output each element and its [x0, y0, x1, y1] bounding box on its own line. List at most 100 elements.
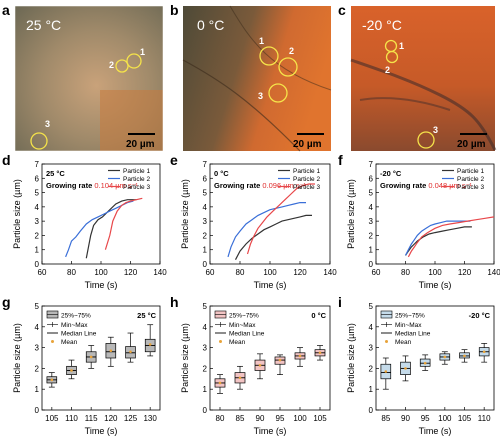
panel-b-temp: 0 °C — [197, 17, 224, 33]
x-tick-label: 105 — [313, 414, 327, 423]
x-tick-label: 80 — [216, 414, 225, 423]
box-110 — [66, 359, 77, 380]
marker-circle-2 — [385, 50, 399, 64]
x-tick-label: 120 — [104, 414, 118, 423]
y-tick-label: 4 — [203, 323, 208, 332]
box-115 — [85, 345, 97, 369]
x-tick-label: 100 — [263, 268, 277, 277]
y-tick-label: 2 — [35, 231, 40, 240]
box-85 — [234, 365, 246, 390]
y-axis-label: Particle size (µm) — [12, 323, 22, 393]
micrograph-c: -20 °C 1 2 3 20 µm — [350, 6, 497, 151]
y-tick-label: 0 — [369, 406, 374, 415]
y-tick-label: 0 — [35, 406, 40, 415]
panel-c-temp: -20 °C — [362, 17, 402, 33]
x-tick-label: 100 — [438, 414, 452, 423]
legend-label-3: Particle 3 — [123, 184, 150, 191]
y-tick-label: 5 — [203, 302, 208, 311]
y-tick-label: 2 — [35, 364, 40, 373]
series-line-1 — [234, 214, 312, 260]
legend-label-mean: Mean — [395, 339, 412, 346]
chart-f: 0 1 2 3 4 5 6 7 Time (s) Particle size (µm) 60 80 10… — [346, 160, 500, 290]
temp-annotation: -20 °C — [469, 311, 491, 320]
legend-label-2: Particle 2 — [457, 176, 484, 183]
scale-bar-label: 20 µm — [126, 139, 155, 150]
mean-point — [443, 355, 447, 359]
y-tick-label: 1 — [203, 385, 208, 394]
x-axis-label: Time (s) — [254, 280, 287, 290]
panel-letter-f: f — [338, 152, 343, 168]
series-line-3 — [104, 197, 143, 250]
x-tick-label: 80 — [67, 268, 76, 277]
y-tick-label: 3 — [369, 344, 374, 353]
legend-label-median: Median Line — [61, 331, 97, 338]
y-tick-label: 6 — [369, 174, 374, 183]
marker-circle-1 — [259, 46, 279, 66]
y-tick-label: 5 — [35, 189, 40, 198]
legend-mean-swatch — [51, 340, 54, 343]
marker-circle-1 — [126, 53, 142, 69]
legend-label-1: Particle 1 — [293, 168, 320, 175]
marker-label-1: 1 — [259, 36, 264, 46]
box-130 — [144, 324, 156, 357]
legend-label-3: Particle 3 — [293, 184, 320, 191]
panel-a-temp: 25 °C — [26, 17, 61, 33]
y-tick-label: 7 — [35, 160, 40, 169]
growing-rate-value: 0.048 µm s⁻¹ — [428, 181, 472, 190]
legend-mean-swatch — [219, 340, 222, 343]
marker-circle-2 — [278, 57, 298, 77]
x-tick-label: 80 — [401, 268, 410, 277]
scale-bar-label: 20 µm — [457, 139, 486, 150]
panel-letter-d: d — [2, 152, 11, 168]
marker-label-1: 1 — [399, 41, 404, 51]
panel-letter-a: a — [2, 2, 10, 18]
growing-rate-label: Growing rate — [214, 181, 262, 190]
x-tick-label: 60 — [372, 268, 381, 277]
series-line-1 — [85, 199, 137, 259]
x-tick-label: 100 — [428, 268, 442, 277]
x-axis-label: Time (s) — [419, 280, 452, 290]
y-tick-label: 2 — [369, 364, 374, 373]
y-tick-label: 0 — [369, 260, 374, 269]
series-line-3 — [407, 216, 495, 258]
x-tick-label: 95 — [276, 414, 285, 423]
series-line-2 — [404, 220, 471, 256]
x-tick-label: 120 — [293, 268, 307, 277]
temp-annotation: 0 °C — [214, 169, 229, 178]
x-tick-label: 140 — [153, 268, 167, 277]
x-tick-label: 130 — [143, 414, 157, 423]
legend-label-minmax: Min~Max — [61, 322, 88, 329]
chart-e: 0 1 2 3 4 5 6 7 Time (s) Particle size (µm) 60 80 10… — [180, 160, 337, 290]
x-axis-label: Time (s) — [419, 426, 452, 436]
y-axis-label: Particle size (µm) — [346, 323, 356, 393]
series-line-2 — [227, 202, 306, 258]
box-90 — [400, 355, 411, 382]
x-tick-label: 140 — [487, 268, 500, 277]
x-tick-label: 140 — [323, 268, 337, 277]
marker-label-3: 3 — [258, 91, 263, 101]
box-105 — [314, 345, 326, 361]
x-tick-label: 85 — [381, 414, 390, 423]
y-tick-label: 5 — [203, 189, 208, 198]
chart-g: 0 1 2 3 4 5 Time (s) Particle size (µm) 105 110 11… — [12, 302, 161, 436]
box-80 — [214, 374, 226, 394]
legend-label-iqr: 25%~75% — [395, 313, 425, 320]
plot-frame — [209, 305, 331, 411]
growing-rate-label: Growing rate — [380, 181, 428, 190]
marker-label-2: 2 — [385, 65, 390, 75]
panel-letter-g: g — [2, 294, 11, 310]
y-axis-label: Particle size (µm) — [180, 323, 190, 393]
y-tick-label: 1 — [35, 385, 40, 394]
micrograph-a: 25 °C 1 2 3 20 µm — [14, 5, 164, 152]
x-tick-label: 90 — [401, 414, 410, 423]
x-tick-label: 105 — [458, 414, 472, 423]
x-tick-label: 110 — [478, 414, 491, 423]
box-110 — [478, 343, 490, 363]
x-tick-label: 105 — [45, 414, 59, 423]
chart-d: 0 1 2 3 4 5 6 7 Time (s) Particle size (µm) 60 80 10… — [12, 160, 167, 290]
series-line-1 — [405, 226, 472, 256]
scale-bar-label: 20 µm — [293, 139, 322, 150]
y-tick-label: 4 — [369, 323, 374, 332]
temp-annotation: -20 °C — [380, 169, 402, 178]
